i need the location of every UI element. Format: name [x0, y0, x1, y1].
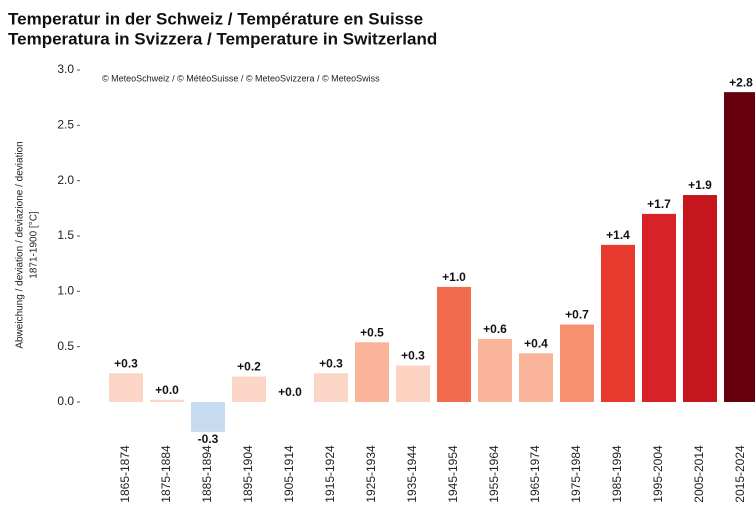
value-label: +0.2	[237, 360, 261, 374]
value-label: +0.3	[319, 356, 343, 370]
value-label: +2.8	[729, 75, 753, 89]
x-tick-label: 1995-2004	[651, 445, 665, 503]
bar	[601, 244, 635, 402]
bar	[396, 365, 430, 402]
chart-title: Temperatur in der Schweiz / Température …	[8, 9, 423, 28]
y-tick-label: 3.0	[57, 62, 74, 76]
value-label: +0.7	[565, 308, 589, 322]
y-tick-label: 0.5	[57, 339, 74, 353]
value-label: +0.0	[155, 383, 179, 397]
value-label: +1.9	[688, 178, 712, 192]
bar	[232, 376, 266, 402]
bar	[519, 353, 553, 402]
x-tick-label: 1895-1904	[241, 445, 255, 503]
value-label: +0.3	[401, 349, 425, 363]
bar	[560, 324, 594, 402]
value-label: +0.3	[114, 356, 138, 370]
bar	[437, 286, 471, 402]
y-tick-label: 2.0	[57, 173, 74, 187]
x-tick-label: 1945-1954	[446, 445, 460, 503]
y-tick-label: 1.0	[57, 284, 74, 298]
chart-subtitle: Temperatura in Svizzera / Temperature in…	[8, 29, 437, 48]
value-label: +0.6	[483, 322, 507, 336]
y-axis-title: Abweichung / deviation / deviazione / de…	[15, 141, 26, 348]
bar	[150, 399, 184, 402]
x-tick-label: 1965-1974	[528, 445, 542, 503]
y-tick-label: 2.5	[57, 118, 74, 132]
y-tick-label: 0.0	[57, 394, 74, 408]
x-tick-label: 1935-1944	[405, 445, 419, 503]
bar	[109, 373, 143, 402]
copyright: © MeteoSchweiz / © MétéoSuisse / © Meteo…	[102, 73, 380, 83]
x-tick-label: 1905-1914	[282, 445, 296, 503]
x-tick-label: 1985-1994	[610, 445, 624, 503]
x-tick-label: 1975-1984	[569, 445, 583, 503]
y-axis-title: 1871-1900 [°C]	[29, 211, 40, 279]
x-tick-label: 2005-2014	[692, 445, 706, 503]
bar	[314, 373, 348, 402]
value-label: +0.4	[524, 336, 548, 350]
x-tick-label: 1885-1894	[200, 445, 214, 503]
y-tick-label: 1.5	[57, 228, 74, 242]
value-label: +0.0	[278, 385, 302, 399]
x-tick-label: 1955-1964	[487, 445, 501, 503]
value-label: +1.0	[442, 270, 466, 284]
bar	[683, 195, 717, 402]
bar	[642, 213, 676, 402]
bar	[191, 402, 225, 432]
bar	[478, 338, 512, 402]
x-tick-label: 1915-1924	[323, 445, 337, 503]
value-label: +0.5	[360, 325, 384, 339]
bar	[724, 92, 755, 402]
x-tick-label: 1925-1934	[364, 445, 378, 503]
value-label: +1.4	[606, 228, 630, 242]
x-tick-label: 1865-1874	[118, 445, 132, 503]
bar	[355, 342, 389, 402]
value-label: -0.3	[198, 432, 219, 446]
value-label: +1.7	[647, 197, 671, 211]
x-tick-label: 2015-2024	[733, 445, 747, 503]
x-tick-label: 1875-1884	[159, 445, 173, 503]
